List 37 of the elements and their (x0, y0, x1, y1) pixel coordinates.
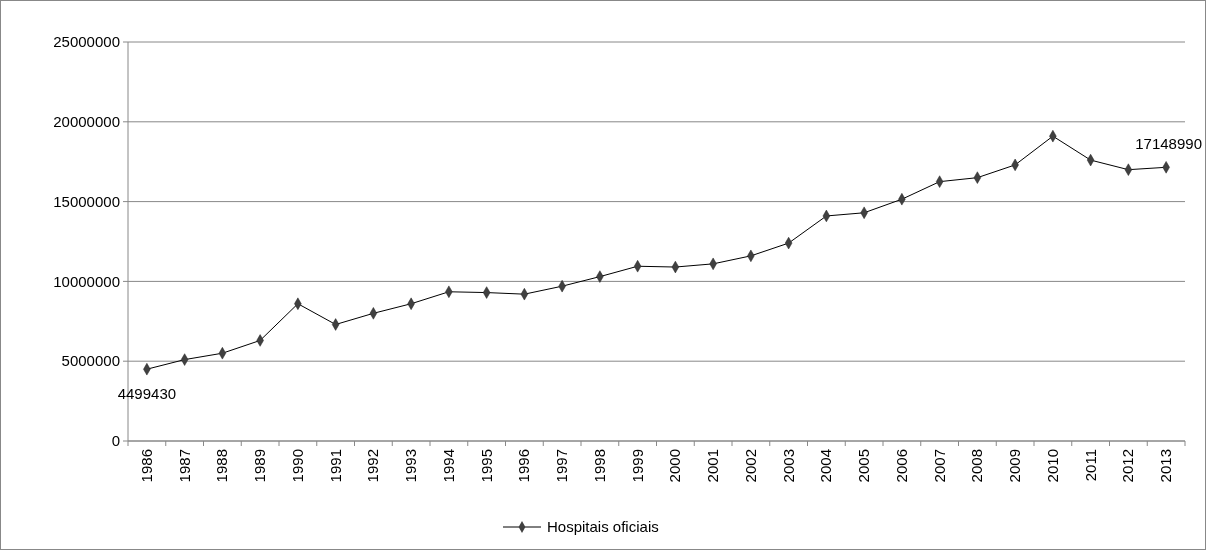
x-tick-label: 1997 (553, 449, 571, 483)
x-tick-label: 1995 (477, 449, 495, 483)
x-tick-label: 1992 (364, 449, 382, 483)
y-tick-label: 20000000 (53, 113, 120, 131)
x-tick-label: 1993 (402, 449, 420, 483)
x-tick-label: 2011 (1081, 449, 1099, 482)
x-tick-label: 1990 (288, 449, 306, 483)
y-tick-label: 10000000 (53, 272, 120, 290)
x-tick-label: 1999 (628, 449, 646, 483)
x-tick-label: 2012 (1119, 449, 1137, 483)
x-tick-label: 2013 (1157, 449, 1175, 483)
x-tick-label: 2003 (779, 449, 797, 483)
x-tick-label: 1991 (326, 449, 344, 483)
y-tick-label: 5000000 (61, 352, 120, 370)
x-tick-label: 2004 (817, 449, 835, 483)
data-label: 4499430 (117, 385, 177, 403)
x-tick-label: 1998 (590, 449, 608, 483)
x-tick-label: 2009 (1006, 449, 1024, 483)
x-tick-label: 2008 (968, 449, 986, 483)
legend-label: Hospitais oficiais (547, 518, 659, 536)
x-tick-label: 2002 (741, 449, 759, 483)
y-tick-label: 25000000 (53, 33, 120, 51)
y-tick-label: 0 (111, 432, 120, 450)
y-tick-label: 15000000 (53, 192, 120, 210)
data-label: 17148990 (1135, 135, 1202, 153)
x-tick-label: 2000 (666, 449, 684, 483)
x-tick-label: 1996 (515, 449, 533, 483)
x-tick-label: 2001 (704, 449, 722, 483)
x-tick-label: 2005 (855, 449, 873, 483)
x-tick-label: 1989 (251, 449, 269, 483)
x-tick-label: 2010 (1043, 449, 1061, 483)
x-tick-label: 1988 (213, 449, 231, 483)
x-tick-label: 2007 (930, 449, 948, 483)
x-tick-label: 2006 (892, 449, 910, 483)
x-tick-label: 1994 (439, 449, 457, 483)
x-tick-label: 1987 (175, 449, 193, 483)
x-tick-label: 1986 (137, 449, 155, 483)
